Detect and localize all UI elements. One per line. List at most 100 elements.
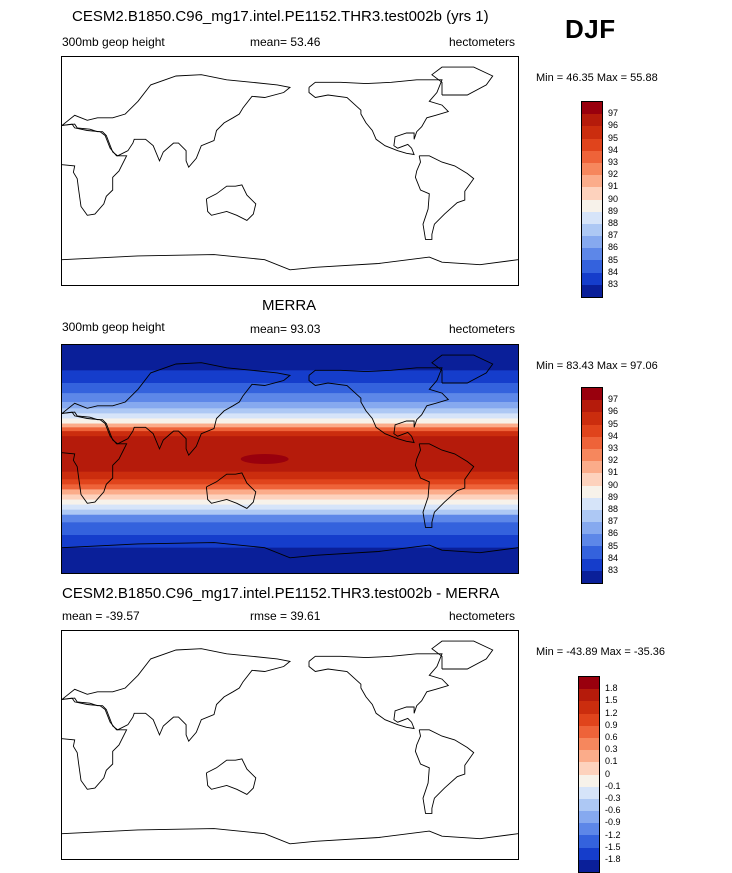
colorbar-swatch [582, 102, 602, 115]
colorbar-tick-label: -1.2 [605, 829, 621, 840]
colorbar-tick-label: -0.6 [605, 805, 621, 816]
colorbar-swatch [582, 448, 602, 462]
colorbar-swatch [579, 847, 599, 860]
colorbar-tick-label: 87 [608, 230, 619, 241]
panel-3-colorbar [578, 676, 600, 873]
colorbar-tick-label: 0 [605, 768, 611, 779]
colorbar-tick-label: 85 [608, 254, 619, 265]
colorbar-tick-label: 1.8 [605, 683, 618, 694]
field-band [62, 408, 518, 414]
colorbar-tick-label: 86 [608, 242, 619, 253]
panel-2-colorbar [581, 387, 603, 584]
colorbar-swatch [582, 497, 602, 510]
colorbar-swatch [582, 400, 602, 413]
field-band [62, 436, 518, 473]
map-svg [62, 345, 518, 573]
panel-2-left-label: 300mb geop height [62, 320, 165, 334]
panel-1-colorbar [581, 101, 603, 298]
colorbar-swatch [582, 248, 602, 261]
field-band [62, 522, 518, 536]
colorbar-swatch [582, 424, 602, 437]
coastline [205, 472, 257, 509]
field-band [62, 345, 518, 371]
map-svg [62, 640, 518, 845]
colorbar-tick-label: 89 [608, 491, 619, 502]
colorbar-tick-label: 94 [608, 144, 619, 155]
panel-3-left-label: mean = -39.57 [62, 609, 140, 623]
field-band [62, 402, 518, 409]
colorbar-tick-label: 87 [608, 516, 619, 527]
colorbar-swatch [582, 485, 602, 498]
colorbar-swatch [579, 725, 599, 738]
panel-3-center-label: rmse = 39.61 [250, 609, 321, 623]
colorbar-swatch [579, 713, 599, 726]
colorbar-swatch [582, 436, 602, 449]
colorbar-swatch [579, 859, 599, 872]
colorbar-swatch [582, 522, 602, 535]
field-band [62, 423, 518, 428]
colorbar-swatch [582, 412, 602, 425]
colorbar-swatch [579, 835, 599, 848]
field-band [62, 494, 518, 501]
colorbar-tick-label: 91 [608, 467, 619, 478]
colorbar-swatch [582, 284, 602, 297]
coastline [62, 74, 292, 169]
colorbar-swatch [582, 187, 602, 200]
colorbar-tick-label: 95 [608, 418, 619, 429]
panel-1-title: CESM2.B1850.C96_mg17.intel.PE1152.THR3.t… [72, 8, 489, 25]
colorbar-tick-label: 88 [608, 504, 619, 514]
field-band [62, 370, 518, 384]
panel-1-minmax: Min = 46.35 Max = 55.88 [536, 72, 658, 84]
colorbar-tick-label: 88 [608, 218, 619, 228]
colorbar-tick-label: -1.8 [605, 854, 621, 864]
coastline [431, 640, 494, 670]
colorbar-swatch [579, 737, 599, 751]
colorbar-swatch [582, 461, 602, 474]
coastline [308, 79, 450, 156]
coastline [62, 697, 128, 790]
field-band [62, 393, 518, 403]
field-band [62, 479, 518, 485]
field-band [62, 484, 518, 490]
field-band [62, 535, 518, 549]
field-band [62, 514, 518, 523]
colorbar-swatch [582, 558, 602, 571]
colorbar-tick-label: 0.1 [605, 756, 618, 767]
colorbar-swatch [582, 126, 602, 139]
colorbar-swatch [579, 811, 599, 824]
season-label: DJF [565, 14, 616, 44]
colorbar-tick-label: 97 [608, 394, 619, 405]
colorbar-swatch [579, 786, 599, 799]
colorbar-swatch [582, 272, 602, 285]
colorbar-tick-label: 95 [608, 132, 619, 143]
field-band [62, 471, 518, 480]
colorbar-tick-label: 92 [608, 455, 619, 466]
colorbar-tick-label: 96 [608, 120, 619, 131]
colorbar-swatch [579, 750, 599, 763]
field-band [62, 427, 518, 432]
colorbar-tick-label: 93 [608, 157, 619, 167]
coastline [62, 828, 518, 845]
colorbar-swatch [582, 138, 602, 151]
colorbar-swatch [582, 114, 602, 127]
field-band [62, 504, 518, 511]
panel-3-map [61, 630, 519, 860]
colorbar-tick-label: 83 [608, 279, 619, 289]
coastline [414, 443, 475, 528]
colorbar-swatch [582, 534, 602, 547]
panel-2-minmax: Min = 83.43 Max = 97.06 [536, 360, 658, 372]
field-band [62, 489, 518, 495]
colorbar-swatch [579, 677, 599, 690]
panel-2-title: MERRA [262, 297, 317, 314]
colorbar-tick-label: 1.5 [605, 695, 618, 706]
colorbar-swatch [579, 774, 599, 787]
map-svg [62, 66, 518, 271]
panel-3-minmax: Min = -43.89 Max = -35.36 [536, 646, 666, 658]
field-band [62, 431, 518, 437]
colorbar-swatch [582, 546, 602, 559]
panel-1-map [61, 56, 519, 286]
colorbar-tick-label: 84 [608, 552, 619, 563]
coastline [62, 411, 128, 504]
colorbar-swatch [582, 509, 602, 523]
coastline [308, 653, 450, 730]
